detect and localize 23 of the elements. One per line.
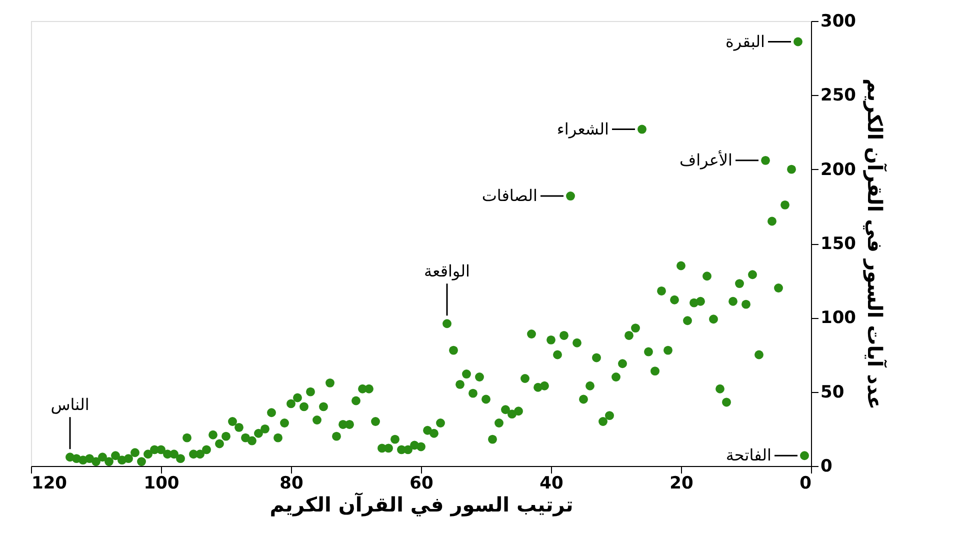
y-tick-label: 150 xyxy=(820,234,856,254)
y-tick-label: 300 xyxy=(820,12,856,32)
x-tick-label: 40 xyxy=(540,474,564,494)
annotation: الفاتحة xyxy=(726,446,772,465)
x-tick-label: 80 xyxy=(280,474,304,494)
x-tick-label: 20 xyxy=(670,474,694,494)
annotation: الناس xyxy=(50,395,90,414)
annotation: البقرة xyxy=(726,32,765,51)
y-tick-label: 50 xyxy=(820,382,844,402)
y-tick-label: 100 xyxy=(820,308,856,328)
annotation: الشعراء xyxy=(556,119,609,138)
y-tick-label: 200 xyxy=(820,160,856,180)
x-tick-label: 60 xyxy=(410,474,434,494)
x-axis-title: ترتيب السور في القرآن الكريم xyxy=(270,492,574,516)
annotation: الواقعة xyxy=(424,262,470,281)
x-tick-label: 0 xyxy=(800,474,812,494)
x-tick-label: 100 xyxy=(144,474,180,494)
x-tick-label: 120 xyxy=(32,474,68,494)
annotation: الأعراف xyxy=(680,149,732,170)
y-tick-label: 250 xyxy=(820,86,856,106)
annotation: الصافات xyxy=(482,186,538,206)
y-axis-title: عدد آيات السور في القرآن الكريم xyxy=(862,78,888,410)
y-tick-label: 0 xyxy=(820,456,832,476)
